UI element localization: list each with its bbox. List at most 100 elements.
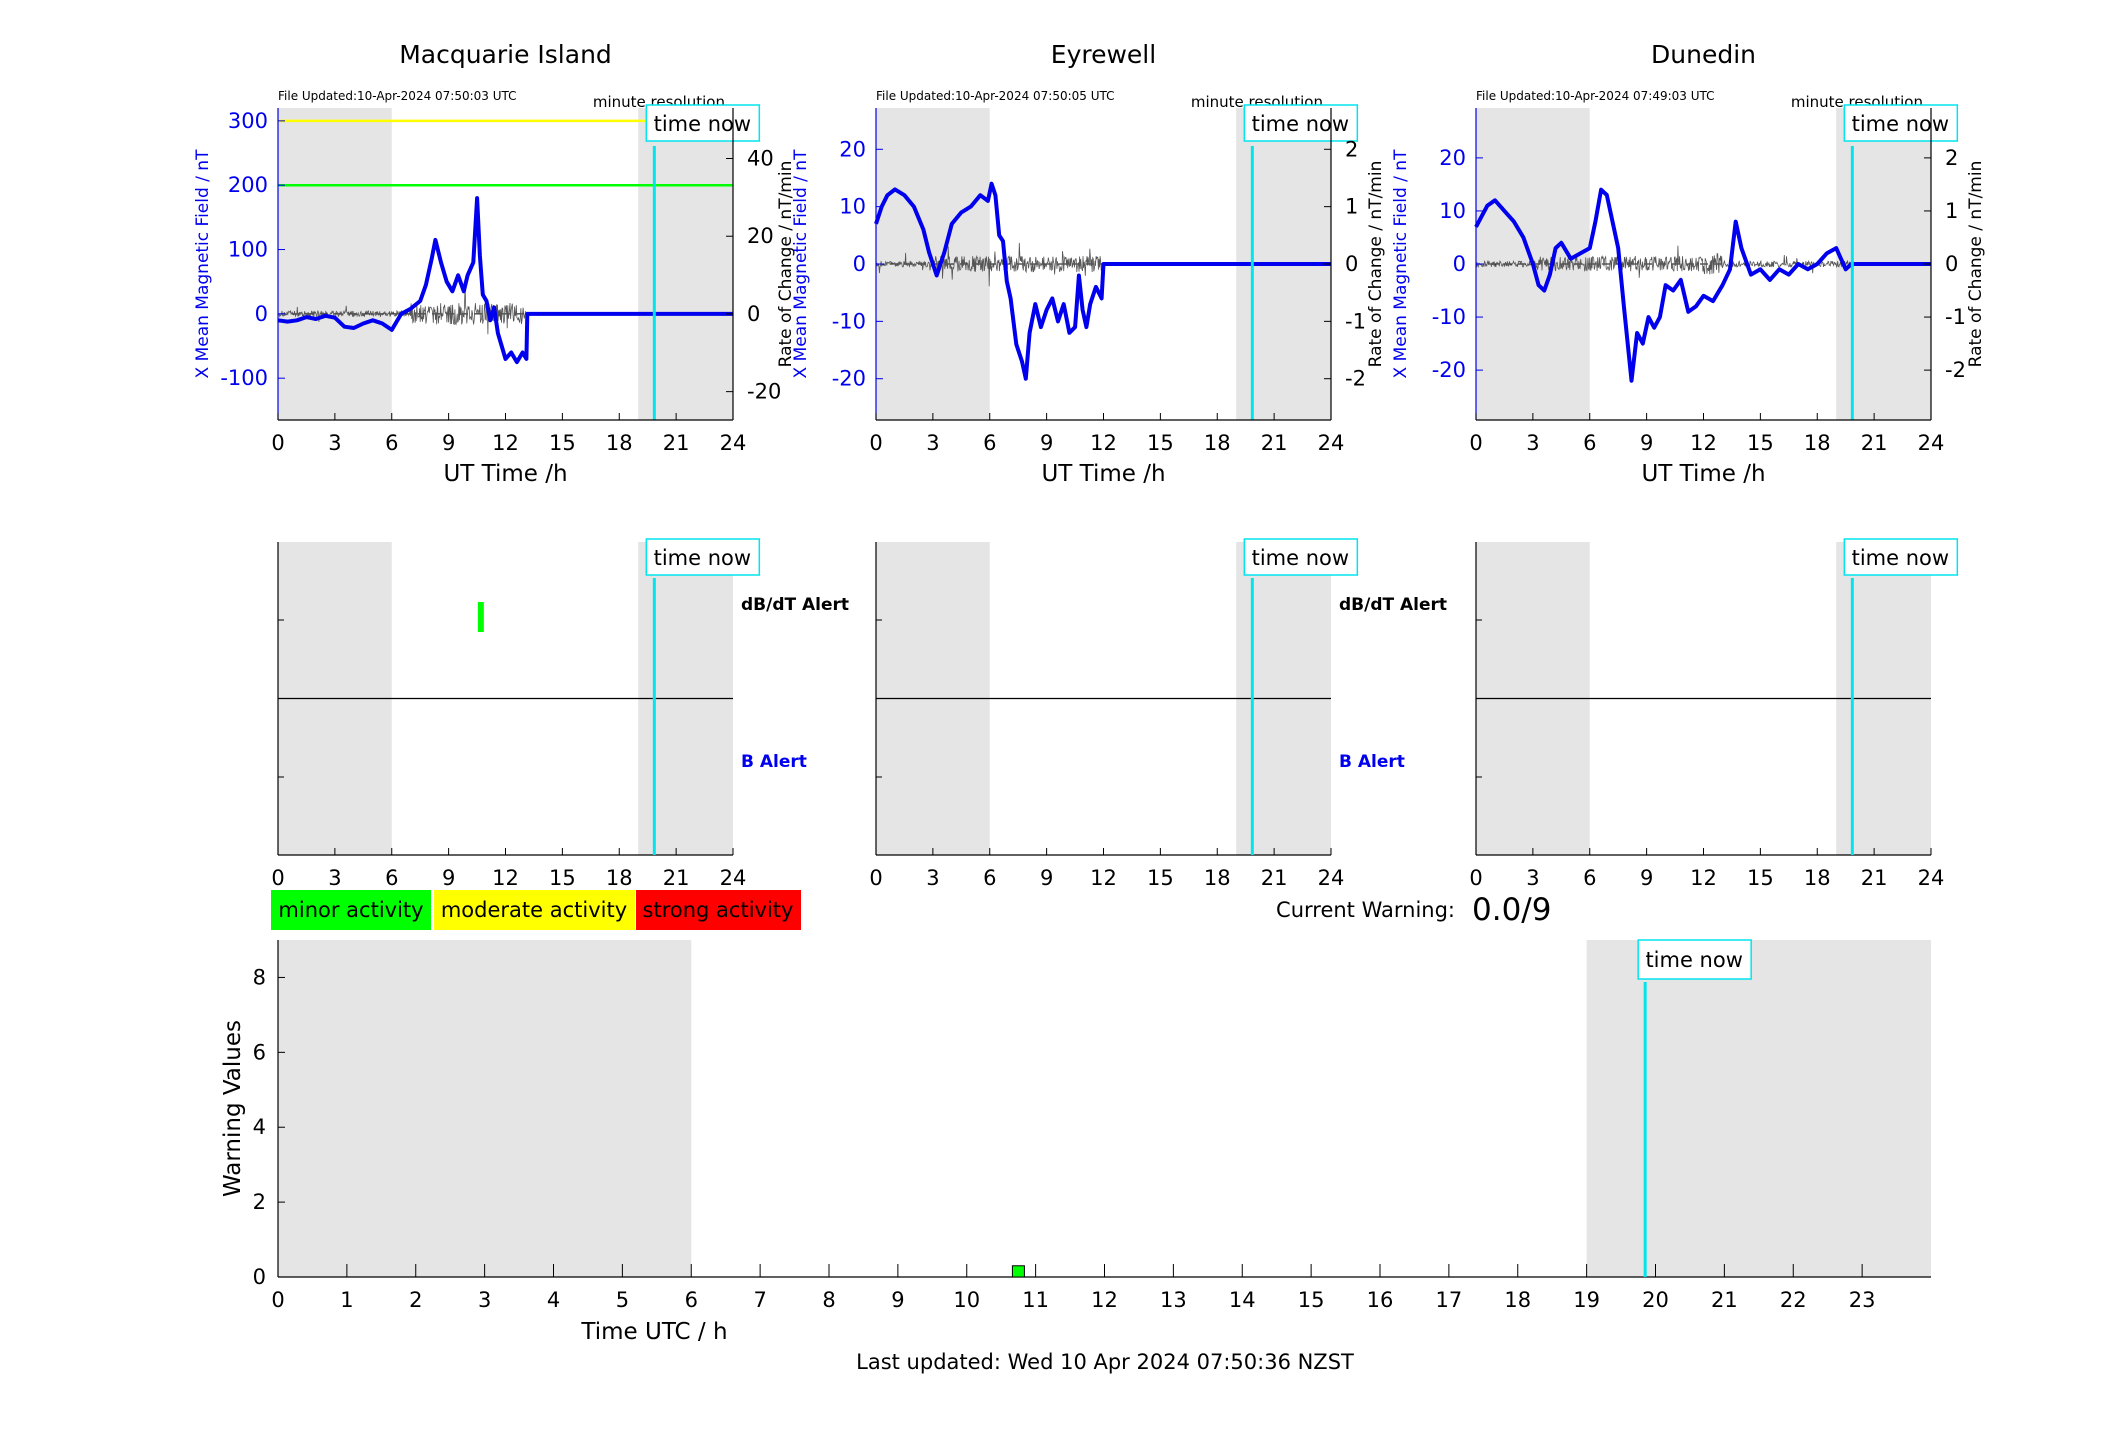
x-tick-label: 15 bbox=[1747, 431, 1774, 455]
x-tick-label: 15 bbox=[1747, 866, 1774, 890]
x-tick-label: 6 bbox=[983, 431, 996, 455]
x-tick-label: 15 bbox=[1298, 1288, 1325, 1312]
x-tick-label: 23 bbox=[1849, 1288, 1876, 1312]
field-chart-1: Eyrewell File Updated:10-Apr-2024 07:50:0… bbox=[791, 40, 1386, 487]
right-tick-label: 2 bbox=[1945, 146, 1958, 170]
x-tick-label: 13 bbox=[1160, 1288, 1187, 1312]
x-tick-label: 3 bbox=[926, 866, 939, 890]
x-field-line bbox=[277, 196, 733, 365]
file-updated: File Updated:10-Apr-2024 07:50:05 UTC bbox=[876, 89, 1115, 103]
left-tick-label: -20 bbox=[1432, 358, 1466, 382]
legend-strong-swatch bbox=[636, 890, 801, 930]
y-tick-label: 6 bbox=[253, 1040, 266, 1064]
last-updated: Last updated: Wed 10 Apr 2024 07:50:36 N… bbox=[856, 1350, 1354, 1374]
x-tick-label: 0 bbox=[1469, 431, 1482, 455]
x-tick-label: 12 bbox=[1090, 866, 1117, 890]
x-tick-label: 18 bbox=[1804, 866, 1831, 890]
x-tick-label: 7 bbox=[753, 1288, 766, 1312]
right-tick-label: -2 bbox=[1345, 367, 1366, 391]
x-tick-label: 9 bbox=[1640, 431, 1653, 455]
x-tick-label: 20 bbox=[1642, 1288, 1669, 1312]
x-tick-label: 3 bbox=[1526, 431, 1539, 455]
x-tick-label: 6 bbox=[1583, 431, 1596, 455]
x-tick-label: 22 bbox=[1780, 1288, 1807, 1312]
x-tick-label: 21 bbox=[1261, 866, 1288, 890]
time-now-box bbox=[1637, 939, 1752, 980]
night-shade bbox=[278, 108, 392, 420]
x-tick-label: 24 bbox=[1918, 866, 1945, 890]
right-tick-label: -2 bbox=[1945, 358, 1966, 382]
time-now-label: time now bbox=[654, 112, 751, 136]
x-tick-label: 18 bbox=[1204, 866, 1231, 890]
left-tick-label: 20 bbox=[1439, 146, 1466, 170]
right-tick-label: -1 bbox=[1345, 309, 1366, 333]
x-tick-label: 15 bbox=[549, 866, 576, 890]
x-field-line bbox=[1474, 187, 1931, 383]
x-tick-label: 18 bbox=[1504, 1288, 1531, 1312]
alert-marker bbox=[477, 602, 484, 632]
time-now-label: time now bbox=[1852, 112, 1949, 136]
x-tick-label: 18 bbox=[1804, 431, 1831, 455]
field-chart-2: Dunedin File Updated:10-Apr-2024 07:49:03… bbox=[1391, 40, 1986, 487]
x-tick-label: 15 bbox=[1147, 431, 1174, 455]
x-tick-label: 15 bbox=[549, 431, 576, 455]
alert-panel-2: 0 3 6 9 12 15 18 21 24 time now bbox=[1469, 538, 1959, 890]
x-axis-label: UT Time /h bbox=[1641, 461, 1765, 487]
x-tick-label: 15 bbox=[1147, 866, 1174, 890]
station-title: Macquarie Island bbox=[399, 40, 612, 69]
legend-moderate-label: moderate activity bbox=[441, 898, 627, 922]
alert-panel-0: 0 3 6 9 12 15 18 21 24 time now dB/dT Alert B Alert bbox=[271, 538, 849, 890]
x-tick-label: 14 bbox=[1229, 1288, 1256, 1312]
activity-legend: minor activity moderate activity strong … bbox=[271, 890, 801, 930]
left-tick-label: 20 bbox=[839, 137, 866, 161]
x-tick-label: 3 bbox=[926, 431, 939, 455]
right-tick-label: 1 bbox=[1945, 199, 1958, 223]
left-tick-label: 100 bbox=[228, 238, 268, 262]
file-updated: File Updated:10-Apr-2024 07:50:03 UTC bbox=[278, 89, 517, 103]
time-now-box bbox=[1843, 104, 1959, 142]
x-axis-label: UT Time /h bbox=[1041, 461, 1165, 487]
x-tick-label: 0 bbox=[271, 866, 284, 890]
x-tick-label: 3 bbox=[478, 1288, 491, 1312]
file-updated: File Updated:10-Apr-2024 07:49:03 UTC bbox=[1476, 89, 1715, 103]
time-now-box bbox=[1843, 538, 1959, 576]
dbdt-alert-label: dB/dT Alert bbox=[1339, 595, 1447, 615]
x-tick-label: 21 bbox=[1711, 1288, 1738, 1312]
right-tick-label: 40 bbox=[747, 147, 774, 171]
x-tick-label: 19 bbox=[1573, 1288, 1600, 1312]
x-tick-label: 0 bbox=[271, 431, 284, 455]
left-tick-label: 0 bbox=[255, 302, 268, 326]
y-tick-label: 0 bbox=[253, 1265, 266, 1289]
x-tick-label: 18 bbox=[606, 431, 633, 455]
x-tick-label: 9 bbox=[1040, 866, 1053, 890]
x-tick-label: 24 bbox=[1918, 431, 1945, 455]
x-tick-label: 18 bbox=[1204, 431, 1231, 455]
left-tick-label: -10 bbox=[832, 309, 866, 333]
y-tick-label: 8 bbox=[253, 965, 266, 989]
time-now-label: time now bbox=[654, 546, 751, 570]
y-axis-label: Warning Values bbox=[220, 1020, 246, 1197]
time-now-box bbox=[645, 538, 761, 576]
x-tick-label: 3 bbox=[328, 431, 341, 455]
x-tick-label: 12 bbox=[492, 866, 519, 890]
time-now-label: time now bbox=[1252, 112, 1349, 136]
station-title: Dunedin bbox=[1651, 40, 1756, 69]
y-tick-label: 4 bbox=[253, 1115, 266, 1139]
x-tick-label: 6 bbox=[1583, 866, 1596, 890]
x-tick-label: 9 bbox=[1640, 866, 1653, 890]
warning-bar bbox=[1011, 1265, 1025, 1278]
x-tick-label: 4 bbox=[547, 1288, 560, 1312]
current-warning-label: Current Warning: bbox=[1276, 898, 1455, 922]
left-tick-label: 10 bbox=[839, 195, 866, 219]
current-warning-value: 0.0/9 bbox=[1472, 892, 1551, 928]
x-tick-label: 0 bbox=[869, 866, 882, 890]
x-tick-label: 18 bbox=[606, 866, 633, 890]
right-tick-label: 20 bbox=[747, 224, 774, 248]
x-tick-label: 6 bbox=[685, 1288, 698, 1312]
x-field-line bbox=[874, 181, 1331, 381]
y-tick-label: 2 bbox=[253, 1190, 266, 1214]
x-tick-label: 0 bbox=[271, 1288, 284, 1312]
